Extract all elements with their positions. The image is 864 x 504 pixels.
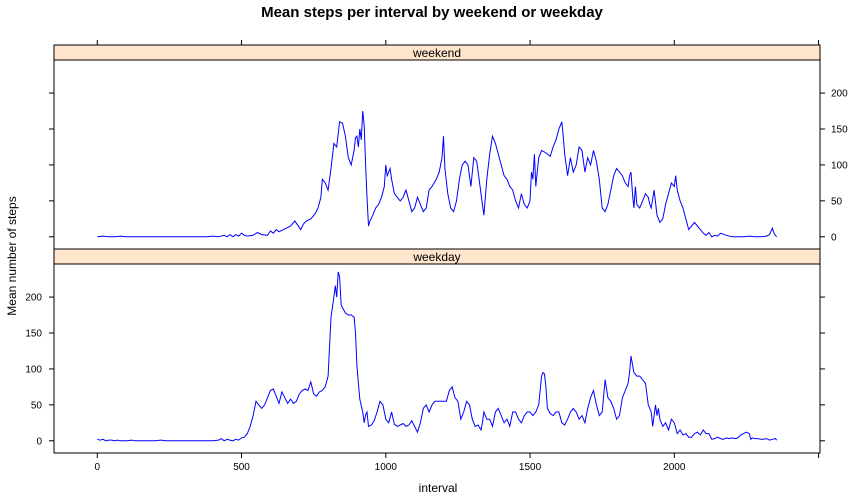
y-tick-label: 100 bbox=[831, 160, 848, 171]
panel-weekend: weekend bbox=[53, 44, 821, 250]
x-tick-label: 1500 bbox=[519, 462, 542, 473]
panels-group: weekend weekday bbox=[53, 44, 821, 454]
panel-frame-weekday bbox=[53, 263, 821, 454]
y-tick-label: 150 bbox=[831, 124, 848, 135]
x-tick-label: 2000 bbox=[663, 462, 686, 473]
y-tick-label: 150 bbox=[25, 328, 42, 339]
series-line-weekend bbox=[97, 110, 778, 238]
strip-label-weekend: weekend bbox=[412, 46, 461, 60]
panel-frame-weekend bbox=[53, 59, 821, 250]
x-tick-label: 500 bbox=[233, 462, 250, 473]
y-tick-label: 50 bbox=[31, 400, 43, 411]
y-tick-label: 0 bbox=[36, 436, 42, 447]
y-tick-label: 200 bbox=[831, 89, 848, 100]
x-axis-label: interval bbox=[419, 481, 458, 495]
y-tick-label: 0 bbox=[831, 232, 837, 243]
y-tick-label: 100 bbox=[25, 364, 42, 375]
y-tick-label: 50 bbox=[831, 196, 843, 207]
strip-label-weekday: weekday bbox=[412, 250, 460, 264]
y-axis-label: Mean number of steps bbox=[5, 196, 19, 315]
series-line-weekday bbox=[97, 271, 778, 442]
x-tick-label: 0 bbox=[94, 462, 100, 473]
chart-title: Mean steps per interval by weekend or we… bbox=[261, 4, 603, 21]
y-tick-label: 200 bbox=[25, 293, 42, 304]
x-tick-label: 1000 bbox=[375, 462, 398, 473]
panel-weekday: weekday bbox=[53, 248, 821, 454]
